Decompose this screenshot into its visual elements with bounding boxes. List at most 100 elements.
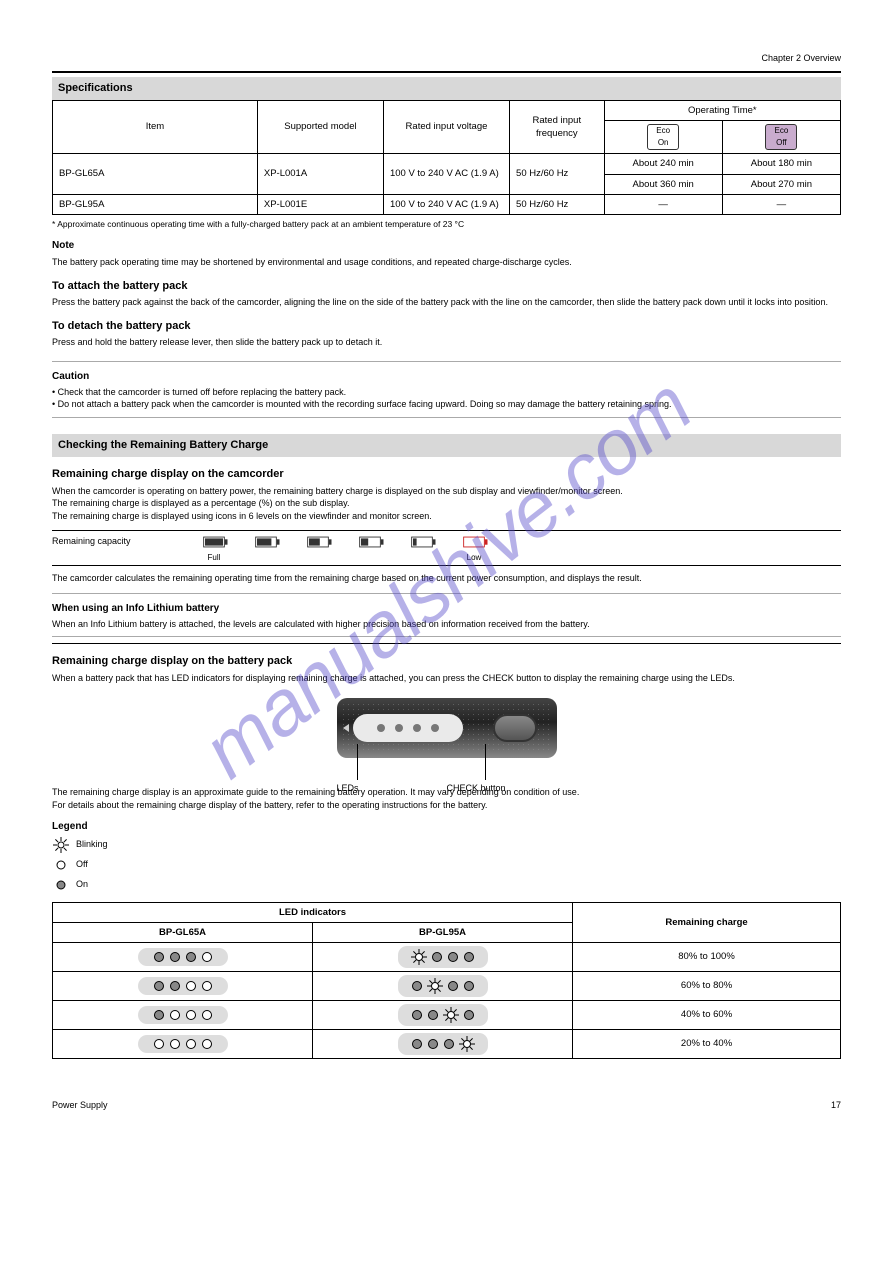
- note-heading: Note: [52, 239, 841, 253]
- section-bar-specifications: Specifications: [52, 77, 841, 100]
- calc-note: The camcorder calculates the remaining o…: [52, 572, 841, 585]
- battery-60-icon: [307, 536, 329, 547]
- table-row: BP-GL65A XP-L001A 100 V to 240 V AC (1.9…: [53, 154, 841, 174]
- footer: Power Supply 17: [52, 1099, 841, 1112]
- remaining-line: The remaining charge is displayed using …: [52, 510, 841, 523]
- th-remaining: Remaining charge: [573, 902, 841, 943]
- battery-indicator-illustration: [337, 698, 557, 758]
- legend-on: On: [52, 876, 841, 894]
- attach-body: Press the battery pack against the back …: [52, 296, 841, 309]
- eco-off-pill: Eco Off: [765, 124, 797, 150]
- table-row: BP-GL95A XP-L001E 100 V to 240 V AC (1.9…: [53, 194, 841, 214]
- th-optime: Operating Time*: [604, 100, 840, 120]
- rule: [52, 530, 841, 531]
- leds-label: LEDs: [337, 782, 359, 795]
- battery-full-icon: [203, 536, 225, 547]
- th-voltage: Rated input voltage: [383, 100, 509, 153]
- battery-20-icon: [411, 536, 433, 547]
- battery-80-icon: [255, 536, 277, 547]
- cell-voltage: 100 V to 240 V AC (1.9 A): [383, 194, 509, 214]
- legend-blink: Blinking: [52, 836, 841, 854]
- battery-icons-row: [202, 536, 486, 548]
- legend-label: On: [76, 878, 88, 891]
- remaining-line: The remaining charge is displayed as a p…: [52, 497, 841, 510]
- rule: [52, 593, 841, 594]
- chapter-label: Chapter 2 Overview: [52, 52, 841, 65]
- cell: —: [604, 194, 722, 214]
- remaining-line: When the camcorder is operating on batte…: [52, 485, 841, 498]
- detach-heading: To detach the battery pack: [52, 319, 841, 334]
- caution-heading: Caution: [52, 370, 841, 384]
- attach-heading: To attach the battery pack: [52, 279, 841, 294]
- rule: [52, 417, 841, 418]
- eco-on-pill: Eco On: [647, 124, 679, 150]
- th-bp95: BP-GL95A: [313, 922, 573, 942]
- spec-footnote: * Approximate continuous operating time …: [52, 219, 841, 231]
- th-freq: Rated input frequency: [510, 100, 605, 153]
- cell-freq: 50 Hz/60 Hz: [510, 194, 605, 214]
- table-row: 60% to 80%: [53, 972, 841, 1001]
- rule: [52, 361, 841, 362]
- cell-duron: About 360 min: [604, 174, 722, 194]
- cell-pattern: [53, 1001, 313, 1030]
- cell-remaining: 80% to 100%: [573, 943, 841, 972]
- legend-heading: Legend: [52, 820, 841, 834]
- table-row: 40% to 60%: [53, 1001, 841, 1030]
- rule: [52, 643, 841, 644]
- cell-pattern: [53, 943, 313, 972]
- legend-off: Off: [52, 856, 841, 874]
- info-lithium-body: When an Info Lithium battery is attached…: [52, 618, 841, 631]
- rule: [52, 565, 841, 566]
- cell: —: [722, 194, 840, 214]
- cell-duron: About 240 min: [604, 154, 722, 174]
- th-led: LED indicators: [53, 902, 573, 922]
- section-bar-remaining: Checking the Remaining Battery Charge: [52, 434, 841, 457]
- spec-table: Item Supported model Rated input voltage…: [52, 100, 841, 215]
- cell-model: XP-L001A: [257, 154, 383, 195]
- cell-pattern: [313, 1001, 573, 1030]
- indicator-body: When a battery pack that has LED indicat…: [52, 672, 841, 685]
- battery-40-icon: [359, 536, 381, 547]
- cell-bp: BP-GL95A: [53, 194, 258, 214]
- level-label: Low: [462, 552, 486, 563]
- remaining-heading: Remaining charge display on the camcorde…: [52, 467, 841, 482]
- cell-duroff: About 180 min: [722, 154, 840, 174]
- cell-pattern: [53, 1030, 313, 1059]
- th-model: Supported model: [257, 100, 383, 153]
- rule: [52, 71, 841, 73]
- level-label: Full: [202, 552, 226, 563]
- check-label: CHECK button: [447, 782, 506, 795]
- cell-model: XP-L001E: [257, 194, 383, 214]
- table-row: 80% to 100%: [53, 943, 841, 972]
- battery-low-icon: [463, 536, 485, 547]
- cell-remaining: 60% to 80%: [573, 972, 841, 1001]
- table-row: 20% to 40%: [53, 1030, 841, 1059]
- cell-pattern: [53, 972, 313, 1001]
- cell-voltage: 100 V to 240 V AC (1.9 A): [383, 154, 509, 195]
- cell-remaining: 20% to 40%: [573, 1030, 841, 1059]
- cell-pattern: [313, 943, 573, 972]
- th-eco-on: Eco On: [604, 121, 722, 154]
- cell-remaining: 40% to 60%: [573, 1001, 841, 1030]
- check-button-icon: [493, 714, 537, 742]
- footer-left: Power Supply: [52, 1099, 108, 1112]
- indicator-note: For details about the remaining charge d…: [52, 799, 841, 812]
- th-eco-off: Eco Off: [722, 121, 840, 154]
- led-panel-icon: [353, 714, 463, 742]
- caution-line: • Check that the camcorder is turned off…: [52, 386, 841, 399]
- cell-duroff: About 270 min: [722, 174, 840, 194]
- cell-pattern: [313, 1030, 573, 1059]
- legend-label: Blinking: [76, 838, 108, 851]
- th-bp65: BP-GL65A: [53, 922, 313, 942]
- cell-bp: BP-GL65A: [53, 154, 258, 195]
- caution-line: • Do not attach a battery pack when the …: [52, 398, 841, 411]
- note-body: The battery pack operating time may be s…: [52, 256, 841, 269]
- remaining-capacity-label: Remaining capacity: [52, 535, 172, 548]
- legend-label: Off: [76, 858, 88, 871]
- th-item: Item: [53, 100, 258, 153]
- detach-body: Press and hold the battery release lever…: [52, 336, 841, 349]
- indicator-heading: Remaining charge display on the battery …: [52, 654, 841, 669]
- charge-table: LED indicators Remaining charge BP-GL65A…: [52, 902, 841, 1060]
- page-number: 17: [831, 1099, 841, 1112]
- rule: [52, 636, 841, 637]
